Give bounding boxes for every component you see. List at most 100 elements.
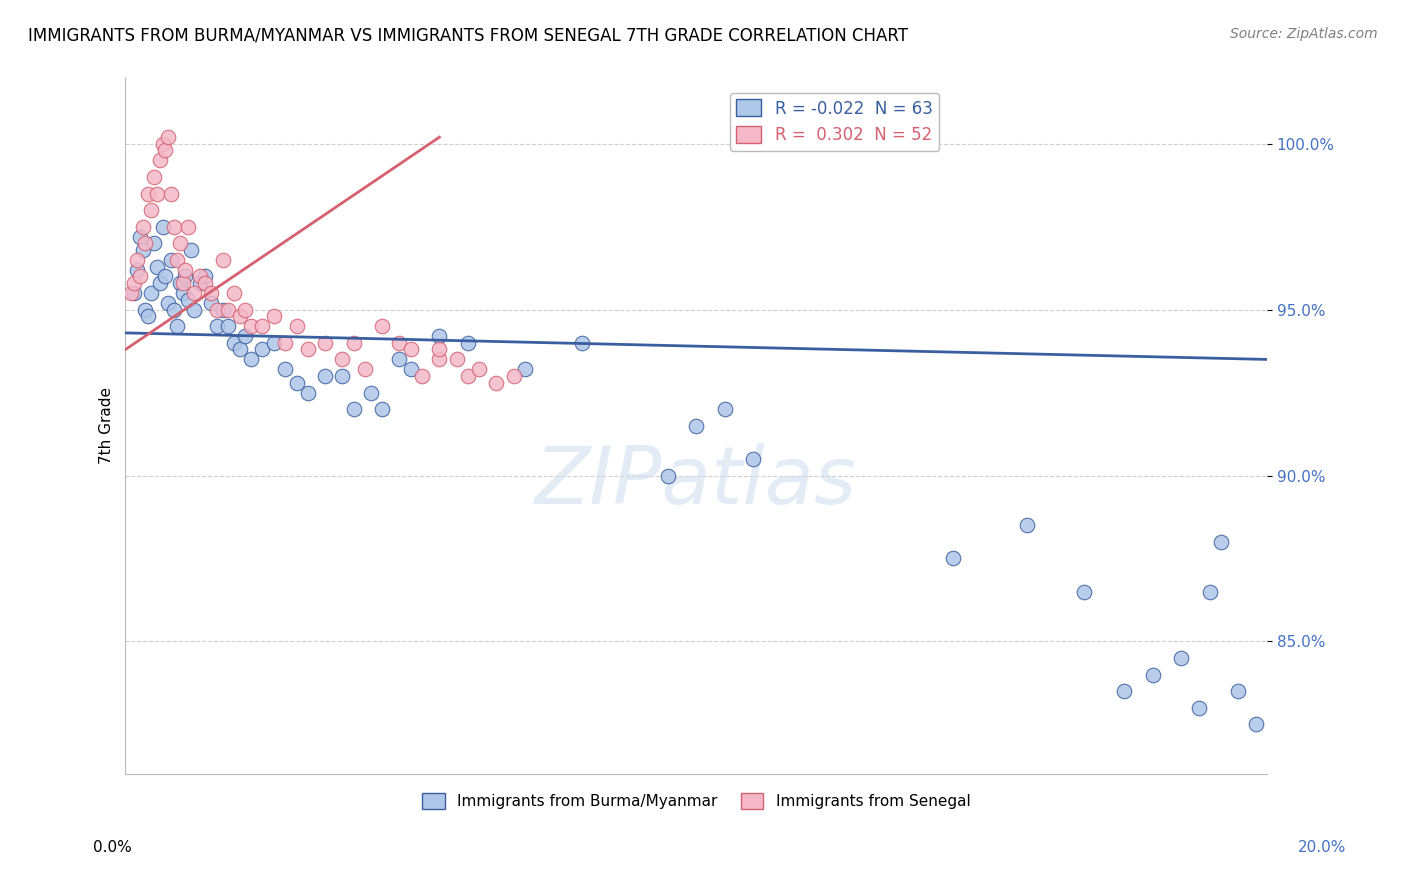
Point	[274, 335, 297, 350]
Point	[194, 269, 217, 284]
Point	[149, 276, 172, 290]
Point	[222, 335, 245, 350]
Text: 0.0%: 0.0%	[93, 840, 132, 855]
Point	[217, 302, 239, 317]
Point	[194, 276, 217, 290]
Point	[354, 362, 377, 376]
Point	[429, 352, 451, 367]
Point	[200, 286, 222, 301]
Point	[457, 335, 479, 350]
Point	[513, 362, 536, 376]
Point	[314, 369, 336, 384]
Point	[411, 369, 433, 384]
Point	[446, 352, 468, 367]
Point	[188, 276, 211, 290]
Point	[141, 203, 163, 218]
Text: 20.0%: 20.0%	[1298, 840, 1346, 855]
Point	[183, 286, 205, 301]
Point	[1142, 667, 1164, 681]
Point	[228, 310, 250, 324]
Point	[429, 329, 451, 343]
Point	[263, 310, 285, 324]
Point	[1244, 717, 1267, 731]
Point	[297, 385, 319, 400]
Point	[388, 335, 411, 350]
Point	[166, 252, 188, 267]
Point	[274, 362, 297, 376]
Point	[146, 260, 169, 274]
Point	[125, 252, 148, 267]
Point	[429, 343, 451, 357]
Point	[742, 452, 765, 467]
Point	[174, 263, 197, 277]
Point	[371, 402, 394, 417]
Point	[217, 319, 239, 334]
Point	[172, 286, 194, 301]
Point	[263, 335, 285, 350]
Point	[125, 263, 148, 277]
Point	[134, 236, 156, 251]
Point	[134, 302, 156, 317]
Point	[120, 286, 142, 301]
Point	[169, 236, 191, 251]
Point	[502, 369, 524, 384]
Point	[1211, 535, 1233, 549]
Point	[155, 269, 177, 284]
Point	[360, 385, 382, 400]
Point	[136, 310, 159, 324]
Point	[160, 252, 183, 267]
Point	[205, 302, 228, 317]
Point	[205, 319, 228, 334]
Point	[297, 343, 319, 357]
Point	[141, 286, 163, 301]
Point	[174, 269, 197, 284]
Point	[285, 376, 308, 390]
Point	[240, 352, 263, 367]
Point	[343, 402, 366, 417]
Point	[166, 319, 188, 334]
Point	[1017, 518, 1039, 533]
Point	[188, 269, 211, 284]
Point	[1114, 684, 1136, 698]
Point	[1073, 584, 1095, 599]
Point	[122, 276, 145, 290]
Point	[211, 252, 233, 267]
Point	[128, 269, 150, 284]
Point	[714, 402, 737, 417]
Point	[143, 236, 166, 251]
Point	[222, 286, 245, 301]
Point	[149, 153, 172, 168]
Point	[388, 352, 411, 367]
Point	[143, 169, 166, 184]
Point	[457, 369, 479, 384]
Point	[233, 302, 256, 317]
Point	[314, 335, 336, 350]
Point	[128, 229, 150, 244]
Point	[136, 186, 159, 201]
Point	[399, 343, 422, 357]
Point	[122, 286, 145, 301]
Point	[152, 136, 174, 151]
Point	[157, 296, 180, 310]
Point	[485, 376, 508, 390]
Point	[685, 418, 707, 433]
Point	[131, 219, 153, 234]
Text: Source: ZipAtlas.com: Source: ZipAtlas.com	[1230, 27, 1378, 41]
Point	[152, 219, 174, 234]
Point	[399, 362, 422, 376]
Point	[200, 296, 222, 310]
Point	[177, 219, 200, 234]
Y-axis label: 7th Grade: 7th Grade	[100, 387, 114, 464]
Point	[172, 276, 194, 290]
Legend: Immigrants from Burma/Myanmar, Immigrants from Senegal: Immigrants from Burma/Myanmar, Immigrant…	[416, 787, 977, 815]
Point	[163, 302, 186, 317]
Point	[571, 335, 593, 350]
Point	[180, 243, 202, 257]
Point	[233, 329, 256, 343]
Point	[211, 302, 233, 317]
Point	[332, 352, 354, 367]
Point	[1170, 651, 1192, 665]
Point	[332, 369, 354, 384]
Point	[228, 343, 250, 357]
Point	[183, 302, 205, 317]
